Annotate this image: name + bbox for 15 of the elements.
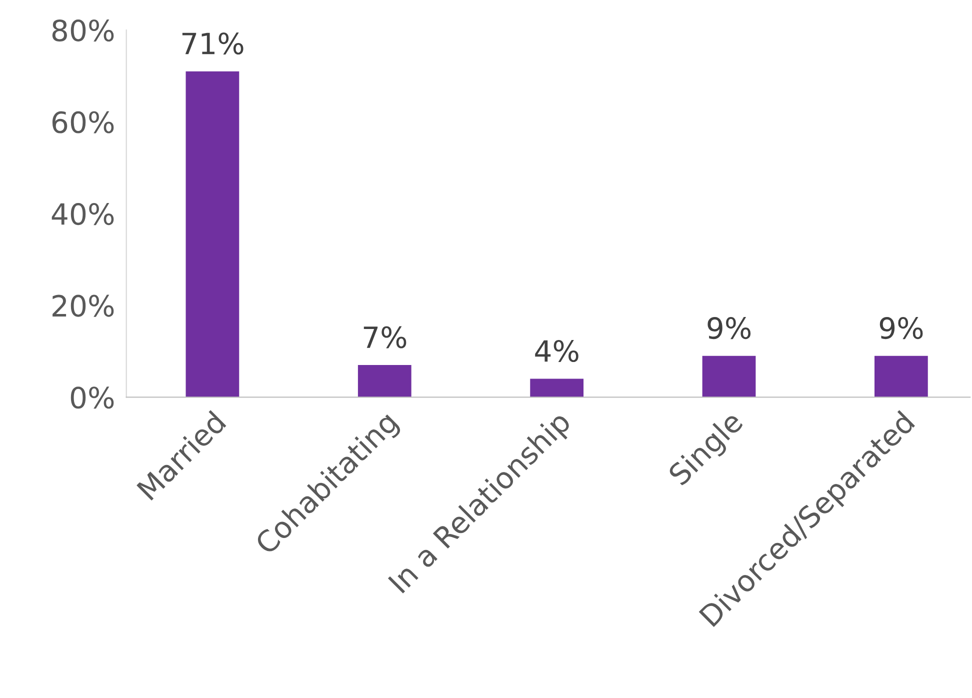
bar [358,365,412,398]
data-label: 9% [708,317,751,340]
y-tick-label: 60% [52,111,114,134]
y-tick-label: 0% [70,386,114,409]
y-tick-label: 40% [52,203,114,226]
bar [702,356,756,398]
y-tick-label: 20% [52,294,114,317]
bar [874,356,928,398]
data-label: 4% [535,340,578,362]
data-label: 7% [364,326,406,348]
bar [186,71,240,398]
data-label: 71% [182,32,244,55]
y-tick-label: 80% [52,19,114,42]
bar [530,378,584,398]
data-label: 9% [880,317,923,340]
